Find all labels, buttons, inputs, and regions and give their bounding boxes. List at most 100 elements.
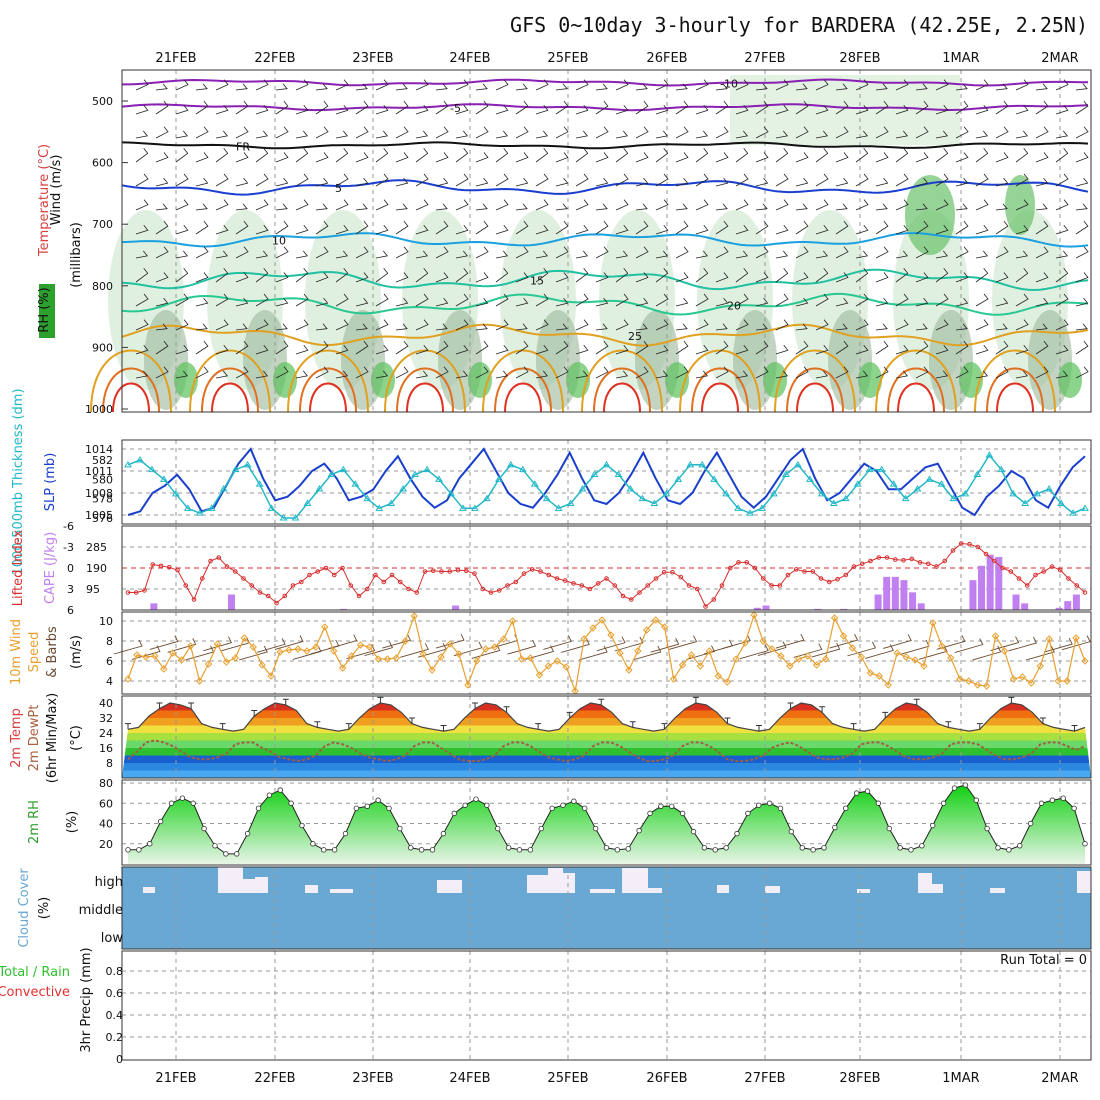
wind-barb — [295, 268, 309, 283]
wind-barb — [675, 323, 688, 331]
heat-loop — [581, 349, 663, 413]
wind-barb — [535, 79, 549, 91]
date-label-top: 2MAR — [1041, 51, 1078, 66]
lifted-index-point — [290, 583, 296, 588]
rh-point — [527, 847, 534, 853]
wind-barb — [295, 79, 309, 91]
thickness-point — [770, 489, 778, 497]
wind-speed-point — [982, 682, 991, 690]
lifted-index-point — [1074, 583, 1080, 588]
wind-barb — [815, 199, 829, 211]
wind-barb — [955, 323, 968, 331]
wind-barb — [935, 225, 949, 235]
wind-barb — [315, 366, 329, 379]
wind-barb — [635, 246, 649, 259]
wind-speed-point — [169, 649, 177, 657]
lifted-index-point — [876, 555, 882, 560]
wind-barb — [915, 366, 929, 379]
thickness-point — [698, 460, 707, 468]
wind-barb — [995, 340, 1009, 355]
wind-barb — [815, 148, 829, 163]
wind-barb — [575, 199, 589, 211]
wind-barb — [1035, 203, 1048, 211]
temp-panel-frame — [121, 695, 1092, 779]
lifted-index-point — [942, 558, 948, 564]
date-labels-bottom: 21FEB 22FEB 23FEB 24FEB 25FEB 26FEB 27FEB 28FEB… — [155, 1071, 1078, 1086]
wind-barb — [175, 345, 189, 355]
wind-speed-point — [338, 664, 347, 672]
wind-barb — [155, 272, 169, 283]
wind-speed-point — [258, 661, 266, 669]
wind-barb — [215, 268, 229, 283]
wind-barb — [167, 638, 197, 653]
wind-barb — [455, 130, 469, 139]
wind-barb — [735, 199, 749, 211]
wind-speed-point — [374, 655, 383, 663]
dewpt-axis-label: 2m DewPt — [27, 705, 42, 772]
precip-total-axis-label: Total / Rain — [0, 965, 70, 980]
wind-barb — [735, 345, 749, 355]
wind-barb — [855, 199, 869, 211]
wind-barb — [895, 173, 909, 187]
wind-barb — [355, 297, 369, 307]
wind-barb — [475, 126, 489, 139]
wind-barb — [855, 319, 869, 331]
temp-line — [127, 702, 1086, 732]
wind-barb — [855, 268, 869, 283]
wind-barb — [175, 319, 189, 331]
wind-barb — [595, 297, 609, 307]
wind-barb — [875, 220, 889, 235]
rh-point — [408, 845, 414, 851]
wind-barb — [1055, 293, 1069, 307]
wind-barb — [135, 199, 149, 211]
precip-tick: 0.6 — [106, 987, 124, 1000]
wind-barb — [855, 293, 869, 307]
wind-panel-frame — [121, 611, 1092, 695]
wind-barb — [535, 105, 549, 115]
wind-barb — [655, 370, 669, 379]
cloud-cover-panel — [121, 866, 1092, 950]
wind-barb — [955, 272, 969, 283]
wind-barb — [847, 641, 877, 657]
wind-barb — [175, 130, 189, 139]
wind-barb — [975, 130, 989, 139]
thickness-point — [315, 485, 324, 492]
lifted-index-point — [554, 576, 560, 581]
wind-barb — [1035, 272, 1049, 283]
cape-panel-frame — [121, 525, 1092, 611]
minmax-whisker — [125, 723, 131, 730]
wind-barb — [775, 148, 789, 163]
wind-barb — [635, 177, 649, 187]
date-label-top: 25FEB — [547, 51, 588, 66]
wind-speed-point — [151, 652, 159, 660]
cloud-high-gap — [437, 880, 462, 893]
wind-barb — [400, 643, 429, 658]
wind-barb — [795, 340, 809, 355]
thickness-point — [506, 460, 515, 468]
wind-barb — [915, 246, 929, 259]
temp-units-label: (°C) — [69, 725, 84, 751]
wind-barb — [475, 177, 489, 187]
heat-loop — [406, 382, 444, 413]
thickness-point — [136, 456, 144, 463]
wind-barb — [936, 635, 966, 650]
wind-barb — [395, 297, 409, 307]
rh-point — [1017, 843, 1023, 849]
wind-barb — [135, 370, 149, 379]
wind-barb — [995, 366, 1009, 379]
wind-barb — [355, 340, 369, 355]
wind-barb — [175, 250, 189, 259]
wind-barb — [795, 272, 809, 283]
wind-barb — [1015, 105, 1029, 115]
wind-barb — [975, 250, 989, 259]
wind-barb — [895, 268, 909, 283]
wind-barb — [555, 126, 569, 139]
temp-band — [122, 740, 1091, 748]
wind-tick: 4 — [106, 675, 113, 688]
wind-barb — [495, 199, 509, 211]
lifted-index-point — [265, 593, 271, 599]
wind-barb — [275, 177, 289, 187]
wind-barb — [515, 177, 529, 187]
rh-point — [995, 845, 1001, 851]
wind-barb — [615, 319, 629, 331]
